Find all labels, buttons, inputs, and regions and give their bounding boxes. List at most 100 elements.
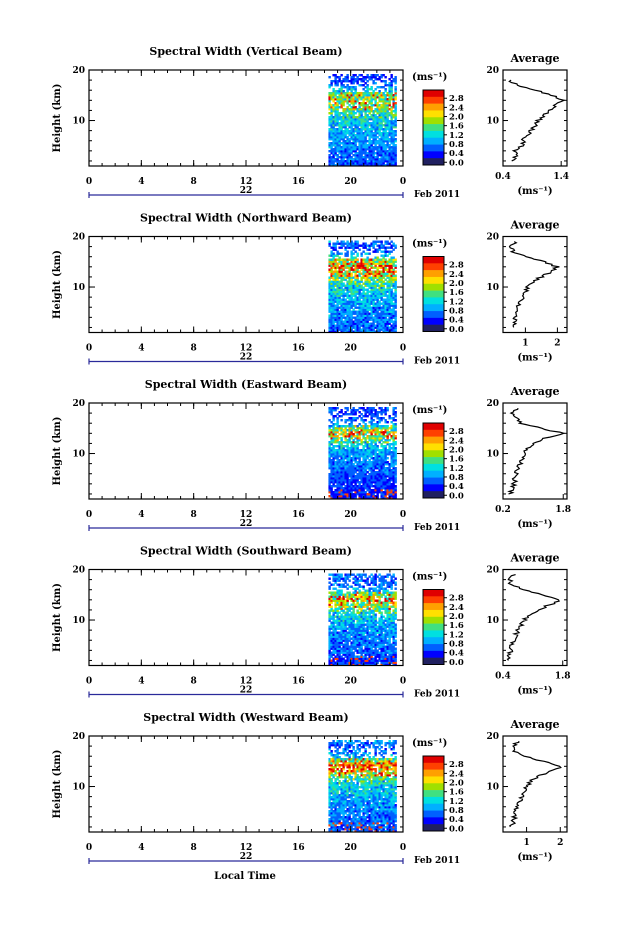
heatmap-cell	[380, 645, 383, 648]
colorbar-segment	[423, 117, 444, 125]
heatmap-cell	[350, 298, 353, 301]
heatmap-cell	[358, 310, 361, 313]
heatmap-cell	[340, 493, 343, 496]
heatmap-cell	[374, 98, 377, 101]
heatmap-cell	[334, 146, 337, 149]
heatmap-cell	[354, 94, 357, 97]
heatmap-cell	[372, 310, 375, 313]
heatmap-cell	[366, 487, 369, 490]
heatmap-cell	[372, 467, 375, 470]
heatmap-cell	[358, 645, 361, 648]
heatmap-cell	[346, 497, 349, 500]
heatmap-cell	[338, 124, 341, 127]
heatmap-cell	[368, 112, 371, 115]
heatmap-cell	[378, 485, 381, 488]
heatmap-cell	[370, 132, 373, 135]
heatmap-cell	[366, 266, 369, 269]
heatmap-cell	[366, 661, 369, 664]
heatmap-cell	[374, 316, 377, 319]
heatmap-cell	[356, 96, 359, 99]
heatmap-cell	[378, 116, 381, 119]
heatmap-cell	[380, 459, 383, 462]
heatmap-cell	[382, 457, 385, 460]
heatmap-cell	[364, 318, 367, 321]
heatmap-cell	[348, 130, 351, 133]
heatmap-cell	[338, 116, 341, 119]
heatmap-cell	[332, 639, 335, 642]
heatmap-cell	[328, 94, 331, 97]
heatmap-cell	[348, 294, 351, 297]
heatmap-cell	[388, 314, 391, 317]
heatmap-cell	[366, 278, 369, 281]
heatmap-cell	[346, 623, 349, 626]
heatmap-cell	[338, 94, 341, 97]
heatmap-cell	[382, 433, 385, 436]
heatmap-cell	[358, 449, 361, 452]
heatmap-cell	[352, 252, 355, 255]
heatmap-cell	[356, 242, 359, 245]
heatmap-cell	[340, 491, 343, 494]
heatmap-cell	[352, 661, 355, 664]
heatmap-cell	[376, 102, 379, 105]
heatmap-cell	[388, 645, 391, 648]
heatmap-cell	[390, 469, 393, 472]
heatmap-cell	[330, 284, 333, 287]
heatmap-cell	[370, 148, 373, 151]
heatmap-cell	[348, 284, 351, 287]
heatmap-cell	[382, 106, 385, 109]
heatmap-cell	[370, 242, 373, 245]
heatmap-cell	[382, 138, 385, 141]
heatmap-cell	[372, 459, 375, 462]
heatmap-cell	[330, 411, 333, 414]
heatmap-cell	[330, 130, 333, 133]
heatmap-cell	[350, 653, 353, 656]
heatmap-cell	[386, 152, 389, 155]
heatmap-cell	[352, 467, 355, 470]
heatmap-cell	[338, 156, 341, 159]
average-frame	[502, 235, 568, 334]
heatmap-cell	[384, 639, 387, 642]
heatmap-cell	[360, 451, 363, 454]
heatmap-cell	[328, 128, 331, 131]
heatmap-cell	[384, 298, 387, 301]
heatmap-cell	[368, 258, 371, 261]
heatmap-cell	[350, 98, 353, 101]
heatmap-cell	[388, 126, 391, 129]
heatmap-cell	[368, 421, 371, 424]
heatmap-cell	[386, 134, 389, 137]
heatmap-cell	[374, 431, 377, 434]
heatmap-cell	[336, 296, 339, 299]
heatmap-cell	[392, 495, 395, 498]
heatmap-cell	[372, 90, 375, 93]
heatmap-cell	[344, 449, 347, 452]
heatmap-cell	[330, 330, 333, 333]
heatmap-cell	[334, 326, 337, 329]
heatmap-cell	[370, 471, 373, 474]
heatmap-cell	[370, 433, 373, 436]
heatmap-cell	[392, 296, 395, 299]
heatmap-cell	[356, 631, 359, 634]
heatmap-cell	[366, 118, 369, 121]
y-axis-label: Height (km)	[52, 250, 63, 319]
heatmap-cell	[362, 324, 365, 327]
heatmap-cell	[332, 326, 335, 329]
heatmap-cell	[356, 643, 359, 646]
heatmap-cell	[342, 162, 345, 165]
heatmap-cell	[350, 435, 353, 438]
heatmap-cell	[386, 649, 389, 652]
heatmap-cell	[328, 328, 331, 331]
heatmap-cell	[386, 497, 389, 500]
heatmap-cell	[328, 643, 331, 646]
heatmap-cell	[354, 272, 357, 275]
heatmap-cell	[382, 310, 385, 313]
heatmap-cell	[378, 419, 381, 422]
heatmap-cell	[332, 88, 335, 91]
heatmap-cell	[372, 413, 375, 416]
heatmap-cell	[376, 278, 379, 281]
heatmap-cell	[380, 479, 383, 482]
heatmap-cell	[352, 489, 355, 492]
heatmap-cell	[394, 461, 397, 464]
heatmap-cell	[346, 242, 349, 245]
heatmap-cell	[328, 459, 331, 462]
heatmap-cell	[352, 134, 355, 137]
